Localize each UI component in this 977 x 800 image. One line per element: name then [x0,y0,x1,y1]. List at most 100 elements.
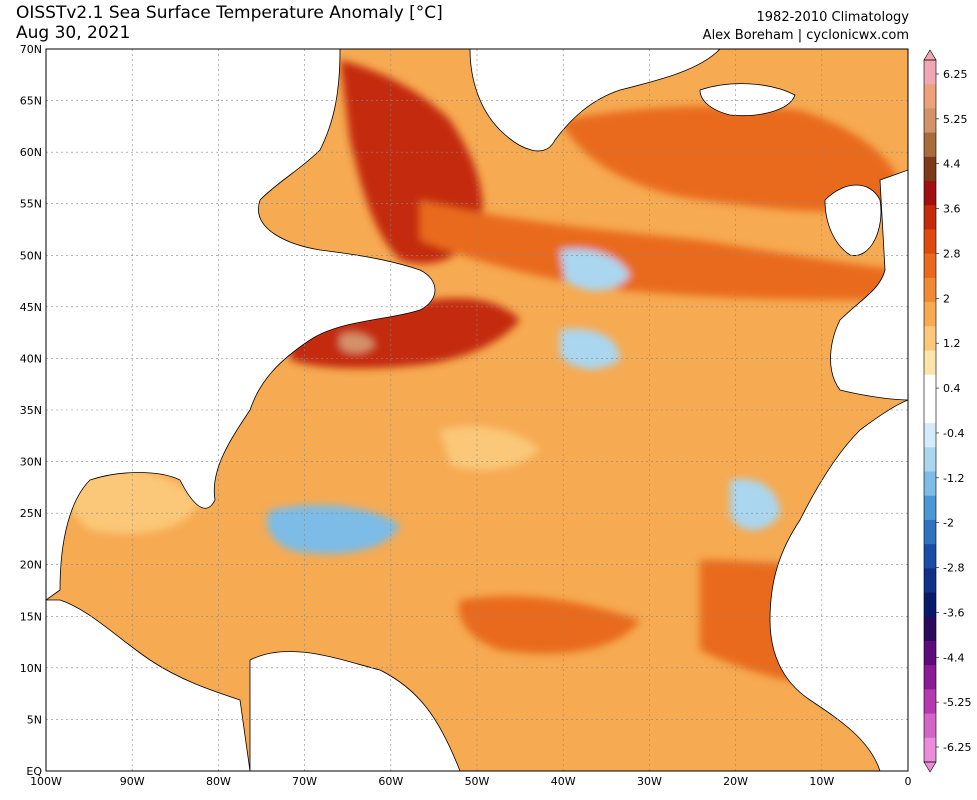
colorbar-label: -2 [943,517,954,530]
colorbar-segment [924,495,936,521]
graticule [46,49,908,771]
anomaly-midatlantic-cool-2 [560,328,620,370]
colorbar-segment [924,519,936,545]
lon-label: 20W [723,775,748,788]
lat-label: 70N [20,43,42,56]
colorbar-segment [924,229,936,255]
lat-label: 5N [27,713,42,726]
colorbar [923,49,937,773]
colorbar-label: 0.4 [943,382,961,395]
land-greenland [469,49,721,152]
colorbar-segment [924,205,936,230]
lon-label: 90W [120,775,145,788]
colorbar-segment [924,616,936,642]
colorbar-segment [924,108,936,134]
plot-area [46,49,908,771]
lon-label: 40W [551,775,576,788]
colorbar-label: -3.6 [943,606,964,619]
colorbar-segment [924,84,936,109]
colorbar-label: -0.4 [943,427,964,440]
colorbar-bottom-arrow [923,761,937,773]
colorbar-segment [924,471,936,497]
colorbar-segment [924,544,936,569]
lat-label: 30N [20,456,42,469]
lon-label: 70W [292,775,317,788]
colorbar-segment [924,640,936,666]
lat-label: 60N [20,146,42,159]
colorbar-segment [924,713,936,739]
lat-label: 50N [20,249,42,262]
colorbar-segment [924,568,936,594]
colorbar-frame [923,59,937,763]
lat-label: EQ [26,765,42,778]
map-date: Aug 30, 2021 [16,23,131,43]
colorbar-label: 6.25 [943,68,968,81]
colorbar-top-arrow [923,49,937,61]
lat-label: 65N [20,95,42,108]
plot-frame [45,48,909,772]
lat-label: 15N [20,610,42,623]
colorbar-segment [924,374,936,400]
longitude-labels: 100W 90W 80W 70W 60W 50W 40W 30W 20W 10W 0 [30,775,911,788]
colorbar-segment [924,665,936,690]
anomaly-north-band [420,200,905,300]
colorbar-segment [924,689,936,715]
colorbar-label: 2 [943,292,950,305]
colorbar-label: -5.25 [943,696,971,709]
colorbar-label: 3.6 [943,203,961,216]
colorbar-label: -1.2 [943,472,964,485]
colorbar-segment [924,60,936,85]
lat-label: 45N [20,301,42,314]
anomaly-central-tropics [459,596,640,654]
credit-label: Alex Boreham | cyclonicwx.com [702,28,909,43]
land-british-isles [824,184,882,256]
land-iceland [699,83,796,116]
colorbar-segment [924,423,936,448]
anomaly-midatlantic-cool-1 [560,248,630,291]
colorbar-label: 5.25 [943,113,968,126]
colorbar-segment [924,277,936,303]
land-south-america [249,651,461,771]
colorbar-segment [924,181,936,206]
colorbar-label: -6.25 [943,741,971,754]
colorbar-segment [924,156,936,182]
anomaly-extreme-nw [340,333,375,353]
lon-label: 100W [30,775,62,788]
climatology-label: 1982-2010 Climatology [756,10,909,25]
lon-label: 60W [378,775,403,788]
lon-label: 80W [206,775,231,788]
lon-label: 10W [809,775,834,788]
lat-label: 25N [20,507,42,520]
colorbar-segment [924,447,936,473]
colorbar-segment [924,302,936,327]
lat-label: 35N [20,404,42,417]
colorbar-segment [924,253,936,279]
colorbar-label: -4.4 [943,651,964,664]
colorbar-label: 2.8 [943,247,961,260]
colorbar-segment [924,326,936,351]
anomaly-caribbean-cool [266,505,400,554]
colorbar-label: 1.2 [943,337,961,350]
anomaly-westafrica-cool [730,479,780,530]
lat-label: 10N [20,662,42,675]
colorbar-segment [924,592,936,618]
colorbar-label: 4.4 [943,158,961,171]
anomaly-tropics-white [440,426,540,470]
land-masses [46,49,908,771]
colorbar-segment [924,398,936,424]
lat-label: 55N [20,198,42,211]
lon-label: 50W [465,775,490,788]
map-title: OISSTv2.1 Sea Surface Temperature Anomal… [16,3,443,23]
lat-label: 40N [20,352,42,365]
colorbar-segment [924,737,936,763]
colorbar-segment [924,350,936,376]
lon-label: 0 [905,775,912,788]
lon-label: 30W [637,775,662,788]
anomaly-gulf-of-mexico [59,466,200,534]
lat-label: 20N [20,559,42,572]
colorbar-segment [924,132,936,158]
colorbar-label: -2.8 [943,562,964,575]
latitude-labels: 70N 65N 60N 55N 50N 45N 40N 35N 30N 25N 20N 15N 10N 5… [20,43,43,778]
land-europe [830,169,908,401]
